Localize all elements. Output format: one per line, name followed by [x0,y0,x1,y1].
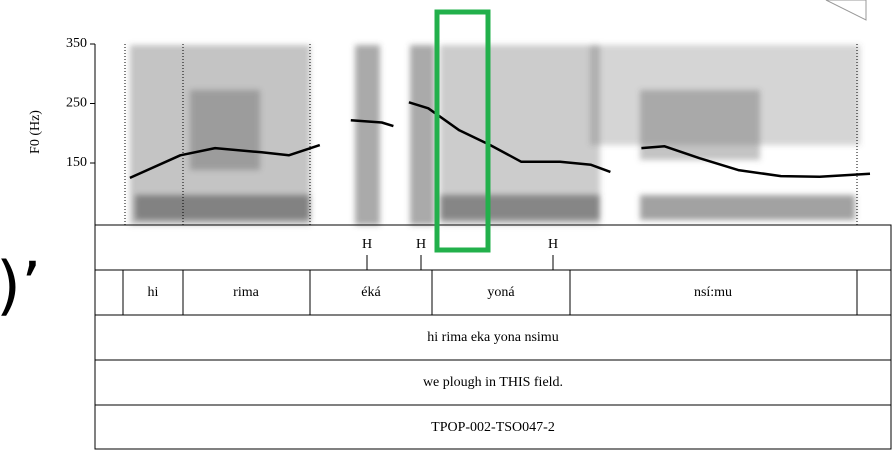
transcription: hi rima eka yona nsimu [427,330,558,345]
file-id: TPOP-002-TSO047-2 [431,420,555,435]
y-tick-label: 350 [66,36,87,51]
word-label: nsí:mu [694,285,732,300]
tone-label: H [548,237,558,252]
tone-label: H [362,237,372,252]
word-label: yoná [487,285,515,300]
spectrogram [130,45,860,225]
tiers [94,224,892,450]
highlight-box [434,9,491,253]
word-label: hi [148,285,159,300]
y-axis-label: F0 (Hz) [28,110,43,154]
word-label: rima [233,285,259,300]
boundary-dots [124,44,858,225]
translation: we plough in THIS field. [423,375,563,390]
y-tick-label: 250 [66,96,87,111]
y-tick-label: 150 [66,155,87,170]
word-label: éká [361,285,381,300]
cut-text: )’ [0,250,41,324]
tone-label: H [416,237,426,252]
page-curl [825,0,867,21]
f0-line [129,101,871,180]
